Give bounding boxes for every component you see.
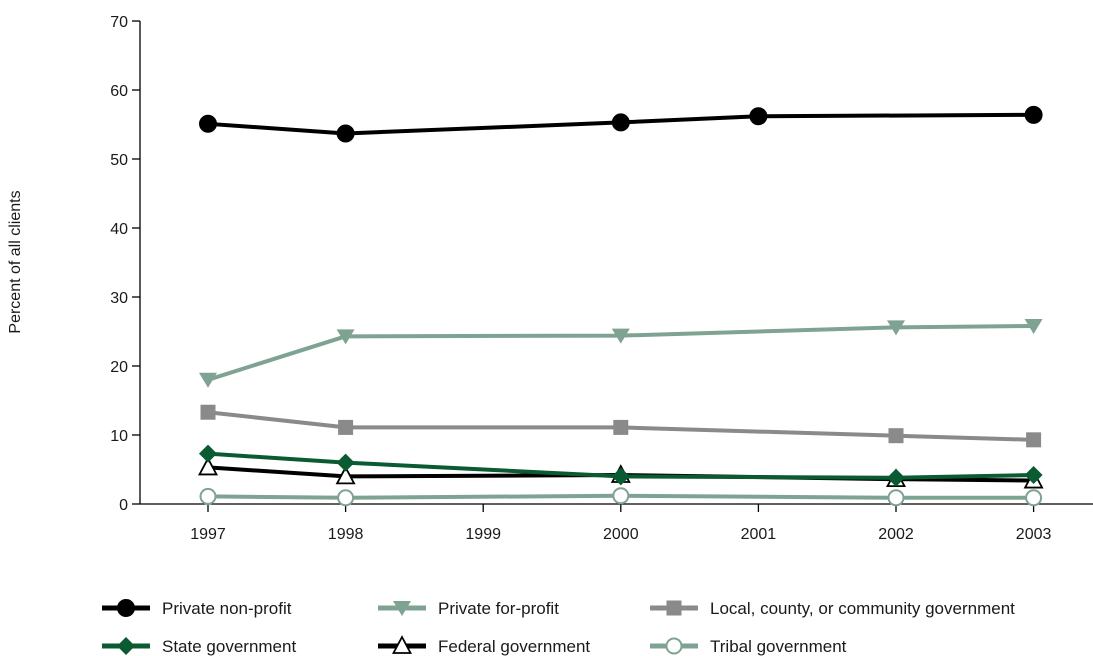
y-tick-label: 0 (119, 497, 128, 514)
legend-item-2: Local, county, or community government (650, 599, 1015, 618)
x-tick-label: 1998 (328, 526, 364, 543)
data-point (336, 124, 355, 143)
legend-swatch-marker (117, 599, 135, 617)
legend-label: Private for-profit (438, 599, 559, 618)
data-point (887, 468, 905, 487)
data-point (1024, 105, 1043, 124)
data-point (611, 113, 630, 132)
y-axis: 0 10 20 30 40 50 60 70 (110, 14, 141, 514)
series-2 (200, 404, 1042, 448)
legend-item-1: Private for-profit (378, 599, 559, 618)
x-tick-label: 2002 (878, 526, 914, 543)
data-point (1026, 432, 1042, 448)
plot-series (198, 105, 1044, 507)
data-point (200, 404, 216, 420)
data-point (1025, 489, 1043, 507)
data-point (888, 428, 904, 444)
data-point (337, 489, 355, 507)
data-point (612, 487, 630, 505)
data-point (611, 328, 630, 344)
y-axis-label: Percent of all clients (7, 190, 24, 333)
data-point (199, 114, 217, 133)
x-tick-label: 2003 (1016, 526, 1052, 543)
legend-label: Private non-profit (162, 599, 292, 618)
legend-swatch-marker (117, 637, 135, 655)
data-point (336, 329, 355, 345)
data-point (335, 465, 356, 485)
legend-item-5: Tribal government (650, 637, 847, 656)
legend-swatch-marker (666, 600, 682, 616)
legend-swatch-marker (393, 601, 411, 616)
data-point (611, 467, 630, 486)
series-1 (199, 318, 1043, 388)
legend-swatch-marker (665, 637, 683, 655)
x-tick-label: 1999 (465, 526, 501, 543)
y-tick-label: 10 (110, 428, 128, 445)
data-point (336, 453, 355, 472)
legend-label: Tribal government (710, 637, 847, 656)
data-point (199, 372, 217, 388)
x-tick-label: 2000 (603, 526, 639, 543)
x-axis: 1997 1998 1999 2000 2001 2002 2003 (140, 503, 1093, 543)
y-tick-label: 50 (110, 152, 128, 169)
y-tick-label: 20 (110, 359, 128, 376)
y-tick-label: 40 (110, 221, 128, 238)
data-point (198, 456, 218, 476)
data-point (1024, 466, 1043, 485)
data-point (338, 419, 354, 435)
y-tick-label: 60 (110, 83, 128, 100)
series-5 (199, 487, 1043, 507)
data-point (887, 489, 905, 507)
legend-label: Federal government (438, 637, 590, 656)
data-point (199, 487, 217, 505)
y-tick-label: 70 (110, 14, 128, 31)
legend-label: Local, county, or community government (710, 599, 1015, 618)
legend: Private non-profit Private for-profit Loca… (102, 599, 1015, 656)
x-tick-label: 2001 (741, 526, 777, 543)
data-point (1024, 318, 1043, 334)
legend-label: State government (162, 637, 296, 656)
data-point (613, 419, 629, 435)
data-point (199, 444, 217, 463)
legend-item-3: State government (102, 637, 296, 656)
data-point (887, 320, 905, 336)
legend-item-0: Private non-profit (102, 599, 292, 618)
series-3 (199, 444, 1043, 487)
y-tick-label: 30 (110, 290, 128, 307)
x-tick-label: 1997 (190, 526, 226, 543)
legend-item-4: Federal government (378, 635, 590, 656)
series-0 (199, 105, 1043, 143)
legend-swatch-marker (392, 635, 412, 654)
data-point (749, 107, 768, 126)
